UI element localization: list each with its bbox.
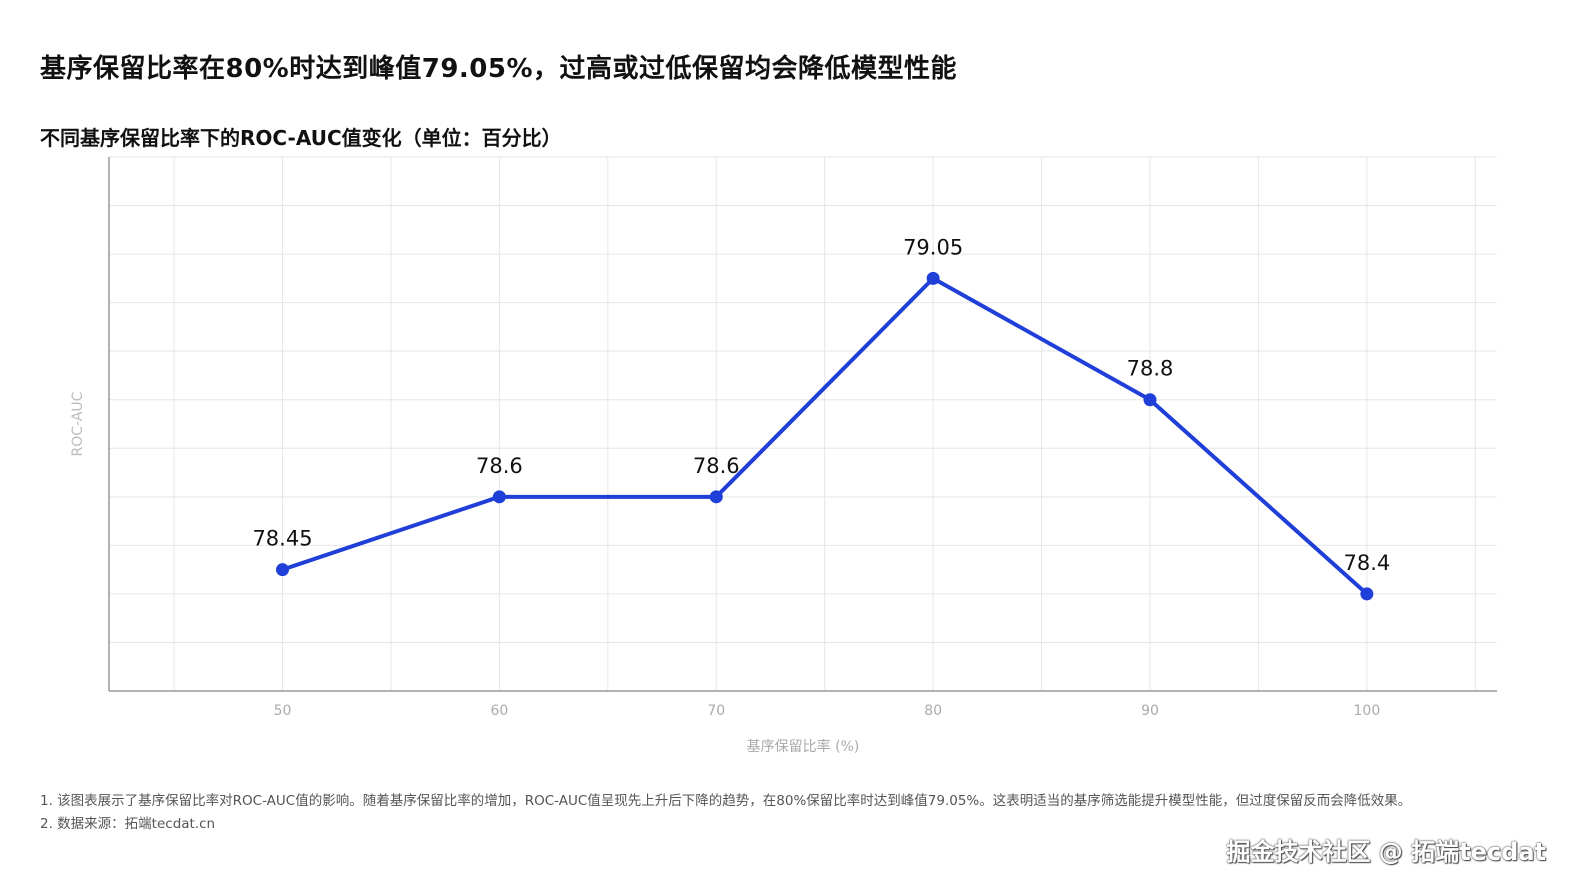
- y-axis-title: ROC-AUC: [70, 391, 86, 456]
- data-label: 78.45: [252, 527, 312, 551]
- x-axis-title: 基序保留比率 (%): [747, 738, 860, 755]
- series: [276, 271, 1374, 601]
- footnote-2: 2. 数据来源：拓端tecdat.cn: [40, 816, 216, 832]
- series-line: [280, 276, 1369, 596]
- data-point: [926, 271, 940, 285]
- data-label: 78.6: [693, 454, 740, 478]
- footnotes: 1. 该图表展示了基序保留比率对ROC-AUC值的影响。随着基序保留比率的增加，…: [40, 790, 1411, 836]
- data-label: 79.05: [903, 235, 963, 259]
- data-labels: 78.45 78.6 78.6 79.05 78.8 78.4: [252, 235, 1390, 575]
- x-tick-label: 60: [490, 703, 508, 719]
- data-point: [709, 490, 723, 504]
- x-tick-label: 50: [274, 703, 292, 719]
- page-title: 基序保留比率在80%时达到峰值79.05%，过高或过低保留均会降低模型性能: [40, 54, 958, 84]
- footnote-1: 1. 该图表展示了基序保留比率对ROC-AUC值的影响。随着基序保留比率的增加，…: [40, 793, 1412, 809]
- data-label: 78.8: [1127, 357, 1174, 381]
- data-point: [276, 563, 289, 577]
- x-tick-label: 70: [707, 703, 725, 719]
- data-point: [1360, 587, 1374, 601]
- data-label: 78.4: [1343, 551, 1390, 575]
- x-tick-label: 90: [1141, 703, 1159, 719]
- data-label: 78.6: [476, 454, 523, 478]
- grid-lines: [109, 156, 1497, 691]
- chart-title: 不同基序保留比率下的ROC-AUC值变化（单位：百分比）: [40, 126, 562, 150]
- axes: 50 60 70 80 90 100: [108, 157, 1497, 719]
- watermark: 掘金技术社区 @ 拓端tecdat: [1226, 838, 1546, 866]
- data-point: [492, 490, 506, 504]
- x-tick-label: 100: [1354, 703, 1381, 719]
- data-point: [1143, 393, 1157, 407]
- x-tick-label: 80: [924, 703, 942, 719]
